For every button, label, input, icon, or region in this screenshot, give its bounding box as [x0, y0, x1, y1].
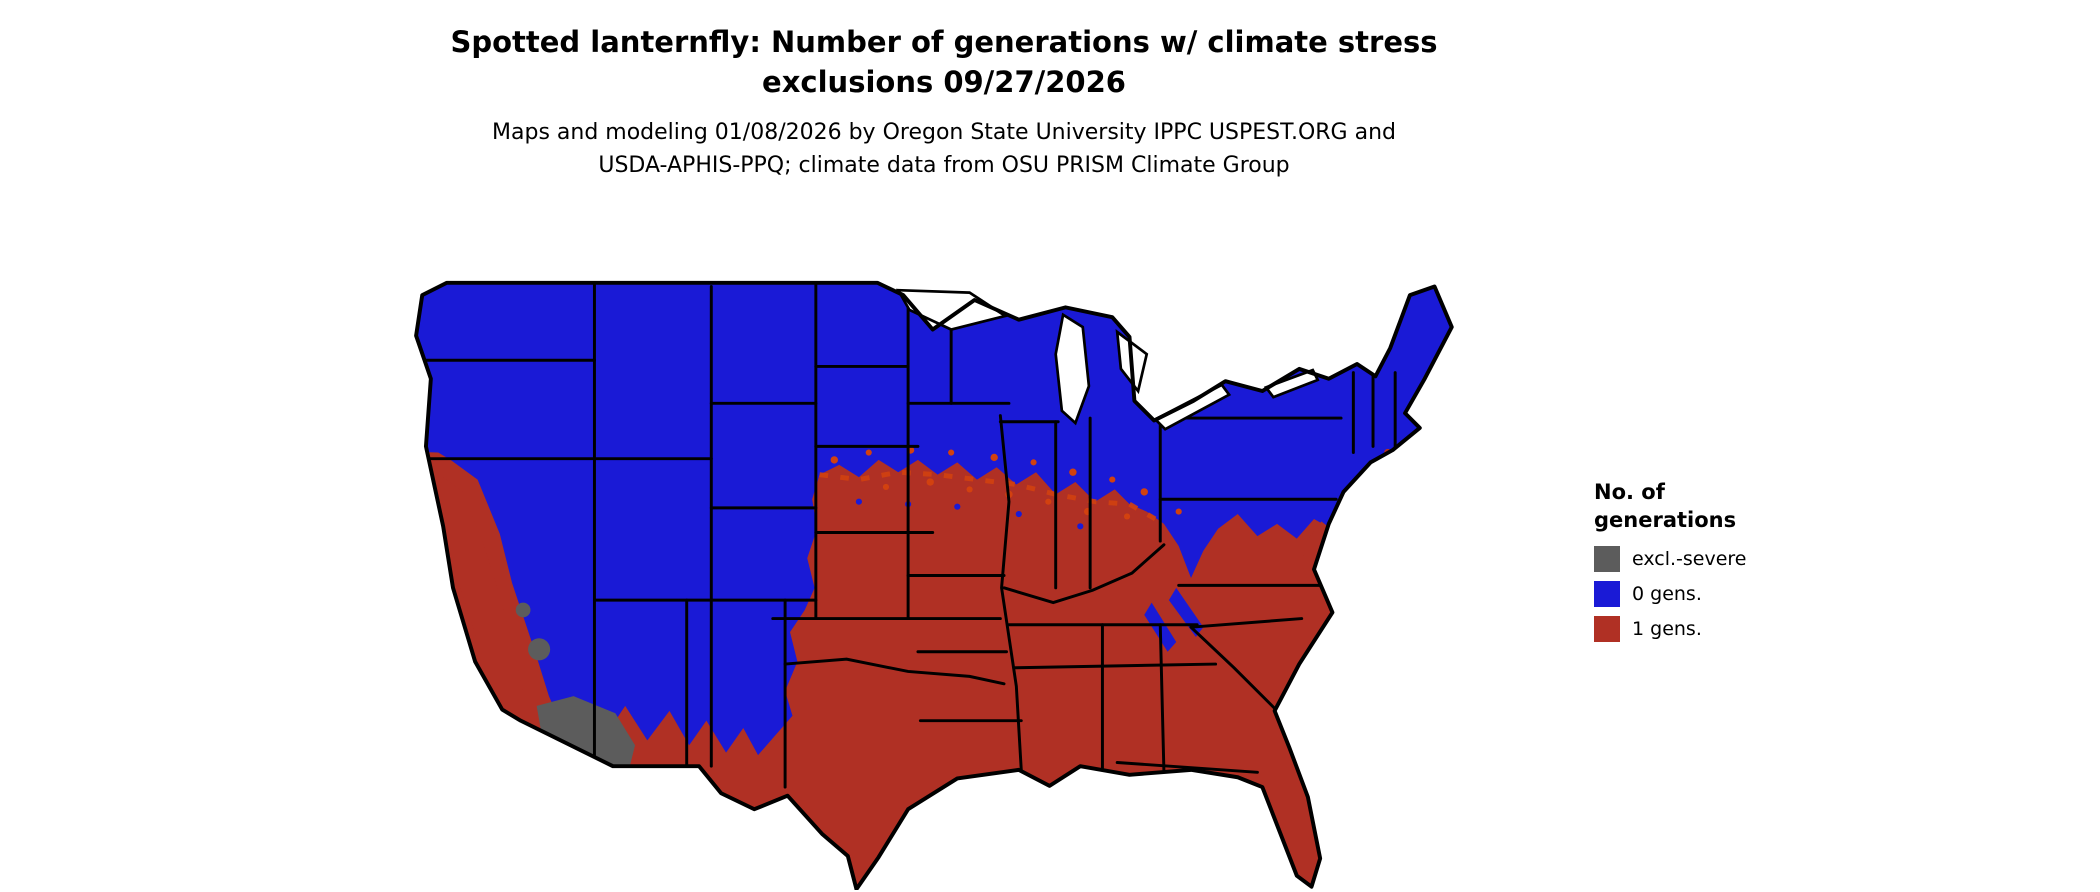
- legend-title-line-1: No. of: [1594, 480, 1665, 504]
- us-map-canvas: [330, 218, 1560, 890]
- legend-item-excl-severe: excl.-severe: [1594, 546, 1854, 572]
- subtitle-line-1: Maps and modeling 01/08/2026 by Oregon S…: [492, 120, 1396, 145]
- lake-ontario: [1263, 368, 1320, 399]
- legend-label-1-gens: 1 gens.: [1632, 618, 1702, 640]
- lake-michigan: [1054, 312, 1091, 426]
- legend-label-excl-severe: excl.-severe: [1632, 548, 1747, 570]
- legend-item-0-gens: 0 gens.: [1594, 581, 1854, 607]
- page-title-line-2: exclusions 09/27/2026: [762, 65, 1126, 99]
- us-map-svg: [414, 280, 1454, 890]
- transition-band: [819, 469, 1166, 527]
- legend-items: excl.-severe 0 gens. 1 gens.: [1594, 546, 1854, 642]
- legend-swatch-excl-severe: [1594, 546, 1620, 572]
- map-legend: No. of generations excl.-severe 0 gens. …: [1594, 478, 1854, 651]
- state-borders: [420, 282, 1397, 789]
- excluded-severe-blob-deathvalley: [515, 602, 531, 618]
- legend-swatch-1-gens: [1594, 616, 1620, 642]
- excluded-severe-blob-nevada: [528, 638, 551, 661]
- legend-item-1-gens: 1 gens.: [1594, 616, 1854, 642]
- us-outline: [414, 280, 1454, 890]
- legend-title-line-2: generations: [1594, 508, 1737, 532]
- subtitle-line-2: USDA-APHIS-PPQ; climate data from OSU PR…: [598, 153, 1290, 178]
- page-title-line-1: Spotted lanternfly: Number of generation…: [450, 25, 1438, 59]
- legend-swatch-0-gens: [1594, 581, 1620, 607]
- map-subtitle: Maps and modeling 01/08/2026 by Oregon S…: [344, 116, 1544, 182]
- region-california-red-strip: [435, 477, 525, 716]
- map-header: Spotted lanternfly: Number of generation…: [344, 22, 1544, 182]
- legend-label-0-gens: 0 gens.: [1632, 583, 1702, 605]
